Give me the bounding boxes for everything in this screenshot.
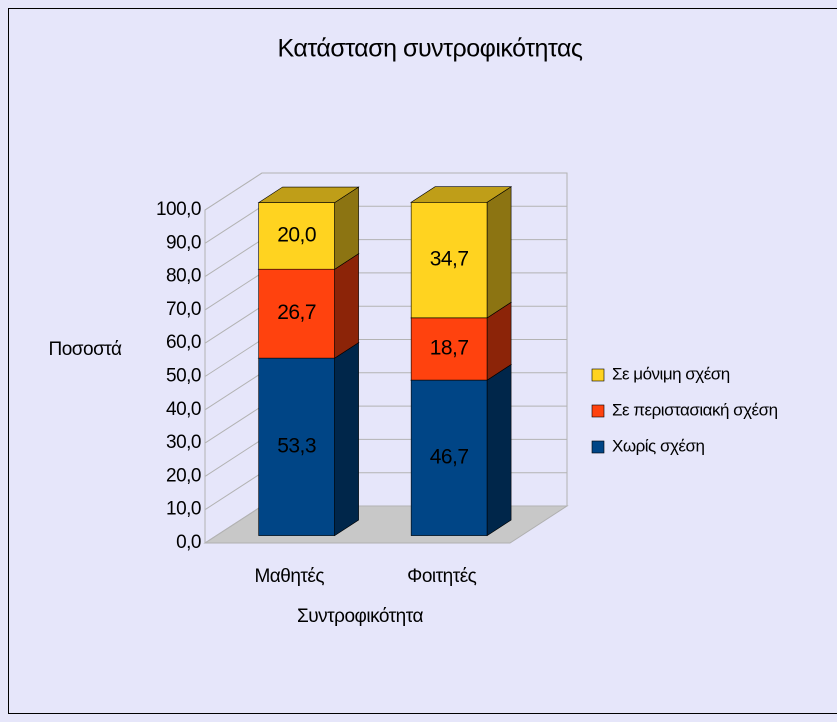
legend-swatch bbox=[591, 404, 605, 418]
y-tick-label: 40,0 bbox=[166, 399, 201, 420]
bar-top bbox=[410, 186, 513, 203]
bar-side bbox=[486, 186, 512, 319]
bar-front bbox=[258, 268, 335, 359]
y-tick-label: 60,0 bbox=[166, 332, 201, 353]
x-axis-title: Συντροφικότητα bbox=[297, 606, 423, 627]
legend-label: Σε περιστασιακή σχέση bbox=[612, 400, 778, 419]
legend-label: Σε μόνιμη σχέση bbox=[612, 364, 730, 383]
data-label: 20,0 bbox=[277, 223, 316, 246]
y-tick-label: 0,0 bbox=[176, 532, 201, 553]
legend-swatch bbox=[591, 440, 605, 454]
y-tick-label: 100,0 bbox=[156, 199, 201, 220]
border bbox=[8, 8, 837, 714]
bar-side bbox=[334, 253, 359, 359]
y-tick-label: 10,0 bbox=[166, 499, 201, 520]
bar-front bbox=[258, 357, 335, 536]
data-label: 18,7 bbox=[430, 337, 469, 360]
bar-top bbox=[257, 186, 360, 203]
legend-swatch bbox=[591, 368, 605, 382]
grid-line bbox=[204, 172, 567, 211]
y-tick-label: 30,0 bbox=[166, 432, 201, 453]
data-label: 53,3 bbox=[277, 434, 316, 457]
y-tick-label: 20,0 bbox=[166, 465, 201, 486]
y-tick-label: 90,0 bbox=[166, 232, 201, 253]
bar-front bbox=[410, 201, 488, 319]
legend-label: Χωρίς σχέση bbox=[612, 436, 704, 455]
data-label: 34,7 bbox=[430, 248, 469, 271]
data-label: 46,7 bbox=[430, 445, 469, 468]
bar-side bbox=[486, 363, 512, 537]
y-tick-label: 50,0 bbox=[166, 366, 201, 387]
data-label: 26,7 bbox=[277, 301, 316, 324]
y-tick-label: 80,0 bbox=[166, 266, 201, 287]
chart-title: Κατάσταση συντροφικότητας bbox=[278, 35, 583, 63]
y-tick-label: 70,0 bbox=[166, 299, 201, 320]
bar-side bbox=[334, 342, 359, 537]
bar-front bbox=[410, 379, 488, 536]
x-tick-label: Φοιτητές bbox=[407, 566, 476, 587]
x-tick-label: Μαθητές bbox=[254, 566, 324, 587]
y-axis-title: Ποσοστά bbox=[48, 339, 122, 360]
bar-front bbox=[410, 317, 488, 381]
bar-front bbox=[258, 202, 335, 270]
